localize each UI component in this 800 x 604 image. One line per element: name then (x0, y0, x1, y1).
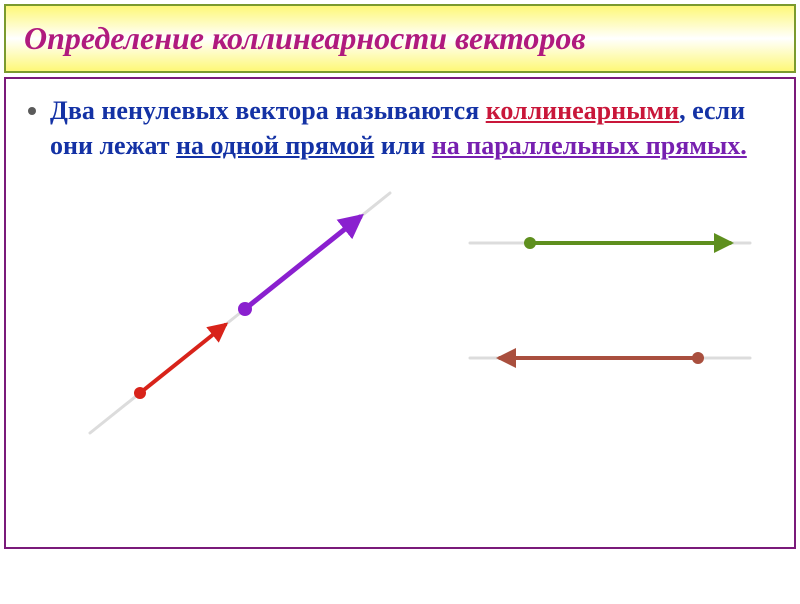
content-box: Два ненулевых вектора называются коллине… (4, 77, 796, 549)
purple-vector-origin-dot (238, 302, 252, 316)
definition-text: Два ненулевых вектора называются коллине… (50, 93, 772, 163)
definition-row: Два ненулевых вектора называются коллине… (28, 93, 772, 163)
green-vector-origin-dot (524, 237, 536, 249)
collinear-vectors-diagram (28, 163, 772, 463)
purple-vector (245, 217, 360, 309)
brown-vector-origin-dot (692, 352, 704, 364)
title-box: Определение коллинеарности векторов (4, 4, 796, 73)
bullet-icon (28, 107, 36, 115)
red-vector-origin-dot (134, 387, 146, 399)
red-vector (140, 325, 225, 393)
slide-title: Определение коллинеарности векторов (24, 20, 776, 57)
